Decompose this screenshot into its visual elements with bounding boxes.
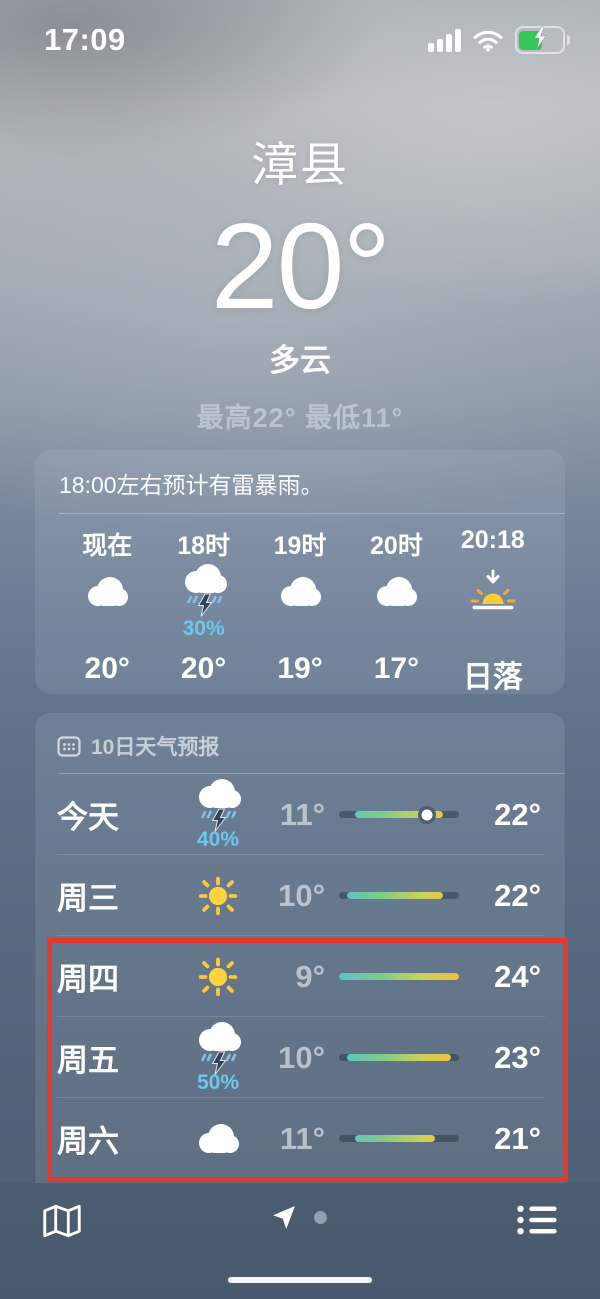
hourly-forecast-card[interactable]: 18:00左右预计有雷暴雨。 现在 20° 18时 30% 20° 19时 19… bbox=[35, 450, 565, 694]
cloud-icon bbox=[274, 566, 326, 618]
hour-temp: 17° bbox=[373, 652, 420, 685]
daily-forecast-header: 10日天气预报 bbox=[35, 713, 565, 773]
cellular-signal-icon bbox=[427, 28, 461, 52]
cloud-icon bbox=[81, 566, 133, 618]
hour-temp: 20° bbox=[84, 652, 130, 685]
cloud-icon bbox=[192, 1113, 244, 1165]
location-list-button[interactable] bbox=[512, 1199, 562, 1241]
day-label: 周三 bbox=[57, 881, 119, 916]
high-temp: 22° bbox=[494, 877, 541, 913]
low-temp: 11° bbox=[279, 796, 325, 832]
current-conditions-header: 漳县 20° 多云 最高22° 最低11° bbox=[0, 126, 600, 435]
home-indicator[interactable] bbox=[228, 1277, 372, 1283]
location-arrow-icon[interactable] bbox=[272, 1205, 296, 1229]
current-temperature: 20° bbox=[210, 198, 392, 334]
wifi-icon bbox=[472, 28, 504, 52]
hour-temp: 19° bbox=[277, 652, 323, 685]
temp-range-bar bbox=[339, 973, 459, 980]
daily-row-wed[interactable]: 周三 10° 22° bbox=[35, 855, 565, 936]
day-label: 周四 bbox=[57, 962, 119, 997]
storm-icon bbox=[178, 564, 230, 620]
sunset-icon bbox=[467, 569, 519, 615]
hour-label: 19时 bbox=[273, 532, 327, 560]
daily-row-thu[interactable]: 周四 9° 24° bbox=[35, 936, 565, 1017]
location-name: 漳县 bbox=[251, 138, 349, 191]
high-temp: 22° bbox=[494, 796, 541, 832]
divider bbox=[59, 513, 565, 514]
high-temp: 23° bbox=[494, 1039, 541, 1075]
divider bbox=[59, 773, 565, 774]
temp-range-bar bbox=[339, 892, 459, 899]
precip-chance: 30% bbox=[182, 617, 225, 640]
storm-icon bbox=[192, 778, 244, 835]
hourly-item-20: 20时 17° bbox=[348, 526, 444, 696]
storm-icon bbox=[192, 1021, 244, 1078]
weather-advisory: 18:00左右预计有雷暴雨。 bbox=[59, 472, 324, 498]
temp-range-bar bbox=[339, 1054, 459, 1061]
hourly-item-now: 现在 20° bbox=[59, 526, 155, 696]
low-temp: 11° bbox=[279, 1120, 325, 1156]
hourly-item-19: 19时 19° bbox=[252, 526, 348, 696]
precip-chance: 40% bbox=[196, 828, 240, 851]
map-button[interactable] bbox=[38, 1199, 86, 1243]
hour-temp: 20° bbox=[180, 652, 227, 685]
calendar-icon bbox=[57, 735, 81, 757]
hourly-scroller[interactable]: 现在 20° 18时 30% 20° 19时 19° 20时 bbox=[35, 514, 565, 696]
precip-chance: 50% bbox=[196, 1071, 240, 1094]
hour-label: 20:18 bbox=[460, 526, 525, 554]
day-label: 周五 bbox=[57, 1043, 119, 1078]
high-temp: 24° bbox=[494, 958, 541, 994]
daily-forecast-card: 10日天气预报 今天 40% 11° 22° 周三 10° 22° 周四 9° … bbox=[35, 713, 565, 1183]
temp-range-bar bbox=[339, 1135, 459, 1142]
temp-range-bar bbox=[339, 809, 459, 820]
day-label: 今天 bbox=[57, 800, 119, 835]
cloud-icon bbox=[370, 566, 422, 618]
hour-label: 现在 bbox=[82, 532, 133, 560]
condition-label: 多云 bbox=[269, 342, 331, 378]
low-temp: 10° bbox=[278, 1039, 325, 1075]
status-bar: 17:09 bbox=[0, 18, 600, 62]
high-temp: 21° bbox=[494, 1120, 541, 1156]
hourly-item-18: 18时 30% 20° bbox=[155, 526, 251, 696]
high-low-label: 最高22° 最低11° bbox=[196, 402, 404, 433]
battery-charging-icon bbox=[514, 26, 570, 54]
hour-label: 20时 bbox=[370, 532, 423, 560]
low-temp: 10° bbox=[278, 877, 325, 913]
daily-row-fri[interactable]: 周五 50% 10° 23° bbox=[35, 1017, 565, 1098]
day-label: 周六 bbox=[57, 1124, 119, 1159]
page-dot[interactable] bbox=[313, 1210, 327, 1224]
daily-row-sat[interactable]: 周六 11° 21° bbox=[35, 1098, 565, 1179]
sun-icon bbox=[193, 952, 243, 1002]
hour-label: 18时 bbox=[177, 532, 231, 560]
daily-forecast-title: 10日天气预报 bbox=[91, 736, 220, 759]
daily-row-today[interactable]: 今天 40% 11° 22° bbox=[35, 774, 565, 855]
page-indicator[interactable] bbox=[272, 1205, 327, 1229]
low-temp: 9° bbox=[295, 958, 325, 994]
sun-icon bbox=[193, 871, 243, 921]
hourly-item-sunset: 20:18 日落 bbox=[445, 526, 541, 696]
hour-temp: 日落 bbox=[462, 661, 523, 694]
clock-time: 17:09 bbox=[44, 22, 126, 57]
